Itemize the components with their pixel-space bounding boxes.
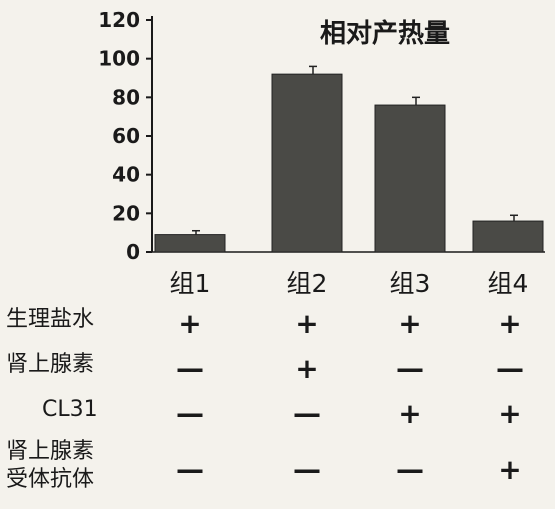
y-tick-label-2: 40 <box>112 163 140 187</box>
mark-row1-group3: + <box>398 307 422 340</box>
mark-row2-group3: — <box>396 352 424 385</box>
chart-title: 相对产热量 <box>320 19 450 49</box>
mark-row1-group4: + <box>498 307 522 340</box>
bar-4 <box>472 220 544 253</box>
y-tick-label-6: 120 <box>98 8 140 32</box>
x-tick-label-4: 组4 <box>488 269 529 298</box>
mark-row4-group3: — <box>396 453 424 486</box>
x-tick-label-3: 组3 <box>390 269 431 298</box>
mark-row3-group3: + <box>398 397 422 430</box>
row-label-4-line2: 受体抗体 <box>6 467 95 492</box>
chart-bars: 组1 组2 组3 组4 <box>154 65 544 298</box>
mark-row2-group1: — <box>176 352 204 385</box>
row-label-4: 肾上腺素 <box>6 439 95 464</box>
row-label-3: CL31 <box>42 397 98 422</box>
y-tick-label-1: 20 <box>112 201 140 225</box>
mark-row2-group4: — <box>496 352 524 385</box>
x-tick-label-2: 组2 <box>287 269 328 298</box>
mark-row3-group4: + <box>498 397 522 430</box>
y-tick-label-0: 0 <box>126 240 140 264</box>
bar-2 <box>271 73 343 253</box>
x-tick-label-1: 组1 <box>170 269 211 298</box>
y-tick-label-3: 60 <box>112 124 140 148</box>
mark-row4-group2: — <box>293 453 321 486</box>
mark-row2-group2: + <box>295 352 319 385</box>
mark-row3-group1: — <box>176 397 204 430</box>
y-tick-label-4: 80 <box>112 85 140 109</box>
mark-row1-group2: + <box>295 307 319 340</box>
row-label-1: 生理盐水 <box>6 307 95 332</box>
mark-row4-group1: — <box>176 453 204 486</box>
row-label-2: 肾上腺素 <box>6 352 95 377</box>
bar-1 <box>154 234 226 253</box>
bar-3 <box>374 104 446 253</box>
mark-row4-group4: + <box>498 453 522 486</box>
y-tick-label-5: 100 <box>98 47 140 71</box>
mark-row1-group1: + <box>178 307 202 340</box>
mark-row3-group2: — <box>293 397 321 430</box>
